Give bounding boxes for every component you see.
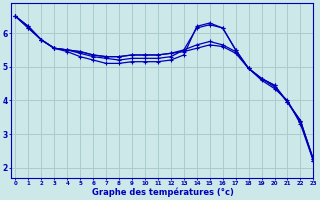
X-axis label: Graphe des températures (°c): Graphe des températures (°c) xyxy=(92,188,233,197)
